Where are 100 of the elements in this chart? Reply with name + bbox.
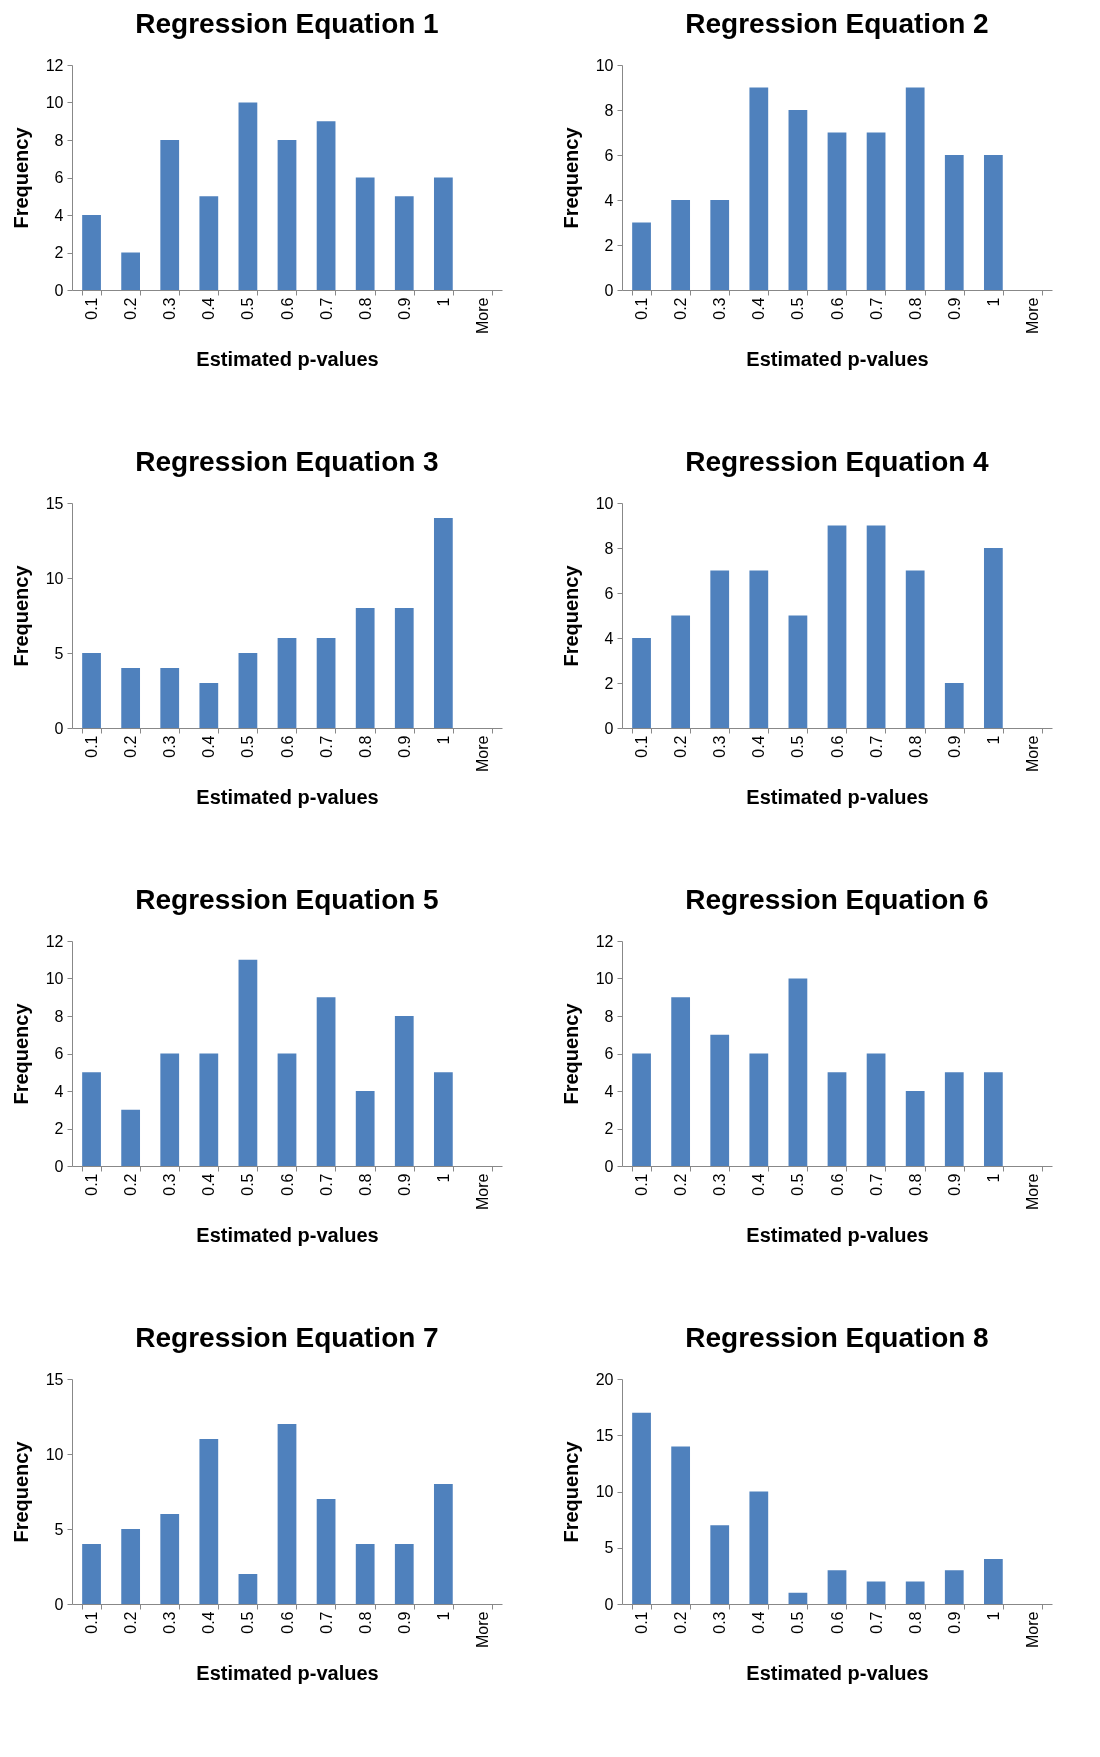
x-tick-label: 1 xyxy=(984,297,1002,307)
x-tick-label: 0.7 xyxy=(867,297,885,320)
x-tick-label: 0.2 xyxy=(672,1611,690,1634)
bar xyxy=(749,1053,769,1166)
bar xyxy=(277,140,297,290)
bar xyxy=(394,196,414,290)
bar xyxy=(905,1581,925,1604)
y-tick-label: 8 xyxy=(54,1007,64,1025)
bar xyxy=(983,548,1003,728)
bar xyxy=(944,155,964,290)
y-tick-label: 10 xyxy=(45,970,64,987)
x-tick-label: 0.9 xyxy=(395,1173,413,1196)
bar xyxy=(277,1053,297,1166)
x-tick-label: 1 xyxy=(434,1611,452,1621)
y-tick-label: 4 xyxy=(604,629,614,647)
y-tick-label: 2 xyxy=(604,674,614,692)
bar xyxy=(160,668,180,728)
x-tick-label: More xyxy=(1023,1173,1041,1210)
x-tick-label: 0.8 xyxy=(906,1611,924,1634)
x-tick-label: 0.6 xyxy=(278,735,296,758)
x-tick-label: 0.4 xyxy=(200,1173,218,1196)
x-tick-label: 0.7 xyxy=(867,1611,885,1634)
x-tick-label: 0.1 xyxy=(83,297,101,320)
y-tick-label: 4 xyxy=(54,206,64,224)
x-tick-label: 0.2 xyxy=(122,1611,140,1634)
x-tick-label: 0.7 xyxy=(317,735,335,758)
bar xyxy=(827,132,847,290)
bar xyxy=(983,1072,1003,1166)
x-tick-label: 0.5 xyxy=(789,1173,807,1196)
x-tick-label: 0.1 xyxy=(83,1611,101,1634)
x-tick-label: 1 xyxy=(434,1173,452,1183)
bar xyxy=(199,683,219,728)
bar xyxy=(905,87,925,290)
y-tick-label: 2 xyxy=(604,236,614,254)
bar xyxy=(749,1491,769,1604)
y-axis-title: Frequency xyxy=(559,1440,582,1543)
x-tick-label: 0.2 xyxy=(672,297,690,320)
x-tick-label: 0.3 xyxy=(161,1173,179,1196)
x-tick-label: 0.1 xyxy=(83,1173,101,1196)
bar xyxy=(944,1072,964,1166)
y-tick-label: 5 xyxy=(54,1520,64,1538)
y-tick-label: 6 xyxy=(54,169,64,186)
bar xyxy=(983,155,1003,290)
bar xyxy=(710,570,730,728)
bar xyxy=(827,1072,847,1166)
bar xyxy=(827,1570,847,1604)
x-tick-label: 0.8 xyxy=(906,297,924,320)
bar xyxy=(905,1091,925,1166)
x-tick-label: 0.5 xyxy=(239,1173,257,1196)
y-tick-label: 12 xyxy=(595,932,614,950)
bar xyxy=(199,196,219,290)
x-tick-label: 0.6 xyxy=(278,297,296,320)
bar xyxy=(355,1544,375,1604)
bar xyxy=(866,525,886,728)
bar xyxy=(433,518,453,728)
bar xyxy=(277,1424,297,1604)
x-tick-label: 0.1 xyxy=(633,1173,651,1196)
bar xyxy=(82,653,101,728)
y-tick-label: 15 xyxy=(45,494,64,512)
bar xyxy=(433,1484,453,1604)
bar xyxy=(632,1053,651,1166)
bar xyxy=(355,1091,375,1166)
y-tick-label: 10 xyxy=(45,94,64,111)
x-tick-label: 0.2 xyxy=(672,735,690,758)
chart-title: Regression Equation 4 xyxy=(685,446,990,477)
bar xyxy=(710,1034,730,1166)
y-tick-label: 10 xyxy=(595,970,614,987)
bar xyxy=(238,653,258,728)
x-tick-label: 0.5 xyxy=(789,297,807,320)
x-tick-label: 0.9 xyxy=(395,297,413,320)
bar xyxy=(944,683,964,728)
y-tick-label: 4 xyxy=(604,191,614,209)
bar xyxy=(238,959,258,1166)
y-tick-label: 0 xyxy=(54,1595,64,1613)
x-tick-label: 0.5 xyxy=(239,297,257,320)
bar xyxy=(238,1574,258,1604)
y-tick-label: 10 xyxy=(595,1483,614,1500)
x-tick-label: 0.8 xyxy=(356,735,374,758)
y-tick-label: 0 xyxy=(604,1157,614,1175)
y-tick-label: 15 xyxy=(45,1370,64,1388)
x-tick-label: 0.9 xyxy=(945,297,963,320)
x-tick-label: 0.3 xyxy=(711,1611,729,1634)
x-tick-label: 0.9 xyxy=(395,735,413,758)
x-tick-label: 0.5 xyxy=(789,735,807,758)
bar xyxy=(433,177,453,290)
y-tick-label: 20 xyxy=(595,1370,614,1388)
chart-title: Regression Equation 8 xyxy=(685,1322,989,1353)
y-tick-label: 10 xyxy=(45,1445,64,1463)
x-axis-title: Estimated p-values xyxy=(196,785,379,808)
x-tick-label: 0.4 xyxy=(750,1611,768,1634)
x-tick-label: 0.1 xyxy=(633,1611,651,1634)
y-tick-label: 10 xyxy=(45,569,64,587)
bar xyxy=(749,87,769,290)
bar xyxy=(355,177,375,290)
x-tick-label: 0.3 xyxy=(711,735,729,758)
x-tick-label: 0.3 xyxy=(161,297,179,320)
y-axis-title: Frequency xyxy=(9,126,32,229)
bar xyxy=(632,1412,651,1604)
bar xyxy=(671,615,691,728)
bar xyxy=(277,638,297,728)
